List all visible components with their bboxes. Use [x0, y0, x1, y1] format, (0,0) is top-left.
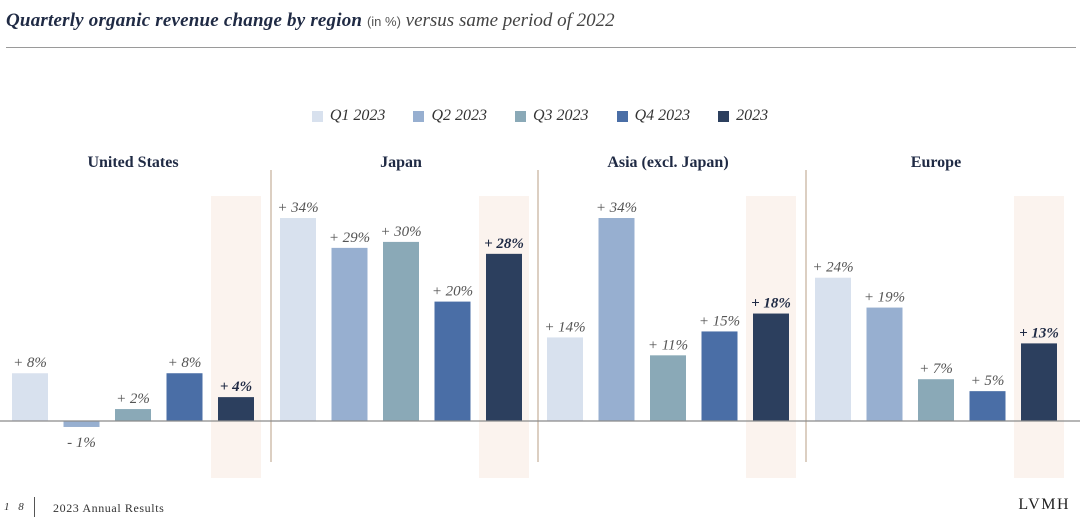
- data-label: + 18%: [751, 296, 791, 312]
- title-subtitle: versus same period of 2022: [405, 10, 615, 31]
- bar-q1-2023: [815, 277, 851, 421]
- data-label: + 13%: [1019, 325, 1059, 341]
- data-label: + 14%: [544, 319, 585, 335]
- data-label: + 28%: [484, 236, 524, 252]
- bar-2023: [486, 253, 522, 421]
- bar-chart: United States Japan Asia (excl. Japan) Euro…: [0, 154, 1080, 478]
- bar-q3-2023: [383, 241, 419, 421]
- data-label: + 8%: [168, 355, 202, 371]
- bar-q2-2023: [866, 307, 903, 421]
- legend-label: Q2 2023: [431, 107, 487, 124]
- year-highlight-panel: [211, 196, 261, 478]
- region-label: Asia (excl. Japan): [607, 154, 728, 171]
- title-main: Quarterly organic revenue change by regi…: [6, 10, 363, 31]
- data-label: + 24%: [812, 260, 853, 276]
- region-label: Europe: [911, 154, 961, 171]
- data-label: - 1%: [67, 435, 96, 451]
- legend-item: Q3 2023: [515, 107, 589, 125]
- data-label: + 7%: [919, 361, 953, 377]
- data-label: + 11%: [648, 337, 688, 353]
- bar-q2-2023: [598, 218, 635, 421]
- legend: Q1 2023 Q2 2023 Q3 2023 Q4 2023 2023: [0, 107, 1080, 125]
- bar-q3-2023: [115, 409, 151, 421]
- data-label: + 15%: [699, 313, 740, 329]
- bar-q4-2023: [969, 391, 1006, 421]
- legend-label: Q3 2023: [533, 107, 589, 124]
- title-rule: [6, 47, 1076, 48]
- bar-q1-2023: [280, 218, 316, 421]
- bar-q3-2023: [650, 355, 686, 421]
- legend-item: Q2 2023: [413, 107, 487, 125]
- bar-q3-2023: [918, 379, 954, 421]
- year-highlight-panel: [1014, 196, 1064, 478]
- region-label: United States: [87, 154, 178, 171]
- region-label: Japan: [380, 154, 422, 171]
- footer-document-title: 2023 Annual Results: [53, 501, 165, 515]
- legend-swatch: [718, 110, 730, 122]
- bar-q4-2023: [166, 373, 203, 421]
- legend-label: Q4 2023: [634, 107, 691, 124]
- legend-swatch: [616, 110, 628, 122]
- legend-item: Q1 2023: [311, 107, 386, 125]
- bar-q2-2023: [331, 247, 368, 421]
- legend-item: 2023: [718, 107, 768, 125]
- page-number: 1 8: [4, 501, 27, 513]
- bar-q1-2023: [547, 337, 583, 421]
- data-label: + 8%: [13, 355, 47, 371]
- data-label: + 20%: [432, 284, 473, 300]
- bar-q2-2023: [63, 421, 100, 427]
- bar-q1-2023: [12, 373, 48, 421]
- legend-label: 2023: [736, 107, 769, 124]
- bar-2023: [218, 397, 254, 421]
- data-label: + 34%: [596, 200, 637, 216]
- title-unit: (in %): [366, 14, 401, 29]
- data-label: + 4%: [220, 379, 252, 395]
- legend-swatch: [311, 110, 323, 122]
- data-label: + 5%: [971, 373, 1005, 389]
- data-label: + 29%: [329, 230, 370, 246]
- legend-swatch: [413, 110, 425, 122]
- data-label: + 2%: [116, 391, 150, 407]
- legend-item: Q4 2023: [616, 107, 691, 125]
- data-label: + 30%: [380, 224, 421, 240]
- chart-title: Quarterly organic revenue change by regi…: [6, 10, 615, 32]
- footer-separator: [34, 497, 35, 517]
- legend-label: Q1 2023: [329, 107, 386, 124]
- data-label: + 19%: [864, 290, 905, 306]
- bar-2023: [753, 313, 789, 421]
- bar-q4-2023: [434, 301, 471, 421]
- legend-swatch: [515, 110, 526, 122]
- data-label: + 34%: [277, 200, 318, 216]
- bar-q4-2023: [701, 331, 738, 421]
- brand-logo: LVMH: [1018, 496, 1070, 513]
- bar-2023: [1021, 343, 1057, 421]
